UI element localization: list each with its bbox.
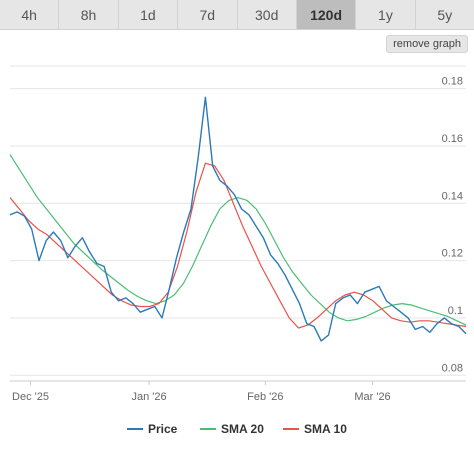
legend: Price SMA 20 SMA 10	[127, 422, 347, 436]
gridlines	[10, 65, 466, 376]
x-tick-label: Feb '26	[247, 391, 283, 403]
y-tick-label: 0.16	[442, 133, 463, 145]
x-tick-label: Jan '26	[132, 391, 167, 403]
price-chart: 0.18 0.16 0.14 0.12 0.1 0.08 Dec '25 Jan '26 Fe…	[9, 65, 467, 436]
timeframe-tabs: 4h 8h 1d 7d 30d 120d 1y 5y	[0, 0, 474, 30]
tab-120d[interactable]: 120d	[296, 0, 357, 30]
legend-label[interactable]: SMA 10	[304, 422, 347, 436]
tab-30d[interactable]: 30d	[237, 0, 297, 30]
x-tick-label: Mar '26	[354, 391, 390, 403]
tab-4h[interactable]: 4h	[0, 0, 60, 30]
remove-graph-button[interactable]: remove graph	[386, 35, 468, 53]
y-tick-label: 0.18	[442, 76, 463, 88]
y-tick-label: 0.12	[442, 248, 463, 260]
tab-1d[interactable]: 1d	[118, 0, 179, 30]
series-lines	[9, 96, 467, 342]
series-line-price	[9, 96, 467, 342]
legend-label[interactable]: Price	[148, 422, 178, 436]
series-line-sma-10	[9, 162, 467, 329]
tab-7d[interactable]: 7d	[178, 0, 238, 30]
x-tick-label: Dec '25	[12, 391, 49, 403]
y-tick-label: 0.08	[442, 362, 463, 374]
x-axis-ticks: Dec '25 Jan '26 Feb '26 Mar '26	[12, 381, 391, 403]
y-axis-ticks: 0.18 0.16 0.14 0.12 0.1 0.08	[442, 76, 463, 375]
tab-8h[interactable]: 8h	[59, 0, 119, 30]
y-tick-label: 0.1	[448, 305, 463, 317]
legend-label[interactable]: SMA 20	[221, 422, 264, 436]
tab-1y[interactable]: 1y	[356, 0, 416, 30]
y-tick-label: 0.14	[442, 190, 463, 202]
series-line-sma-20	[9, 154, 467, 326]
tab-5y[interactable]: 5y	[415, 0, 474, 30]
